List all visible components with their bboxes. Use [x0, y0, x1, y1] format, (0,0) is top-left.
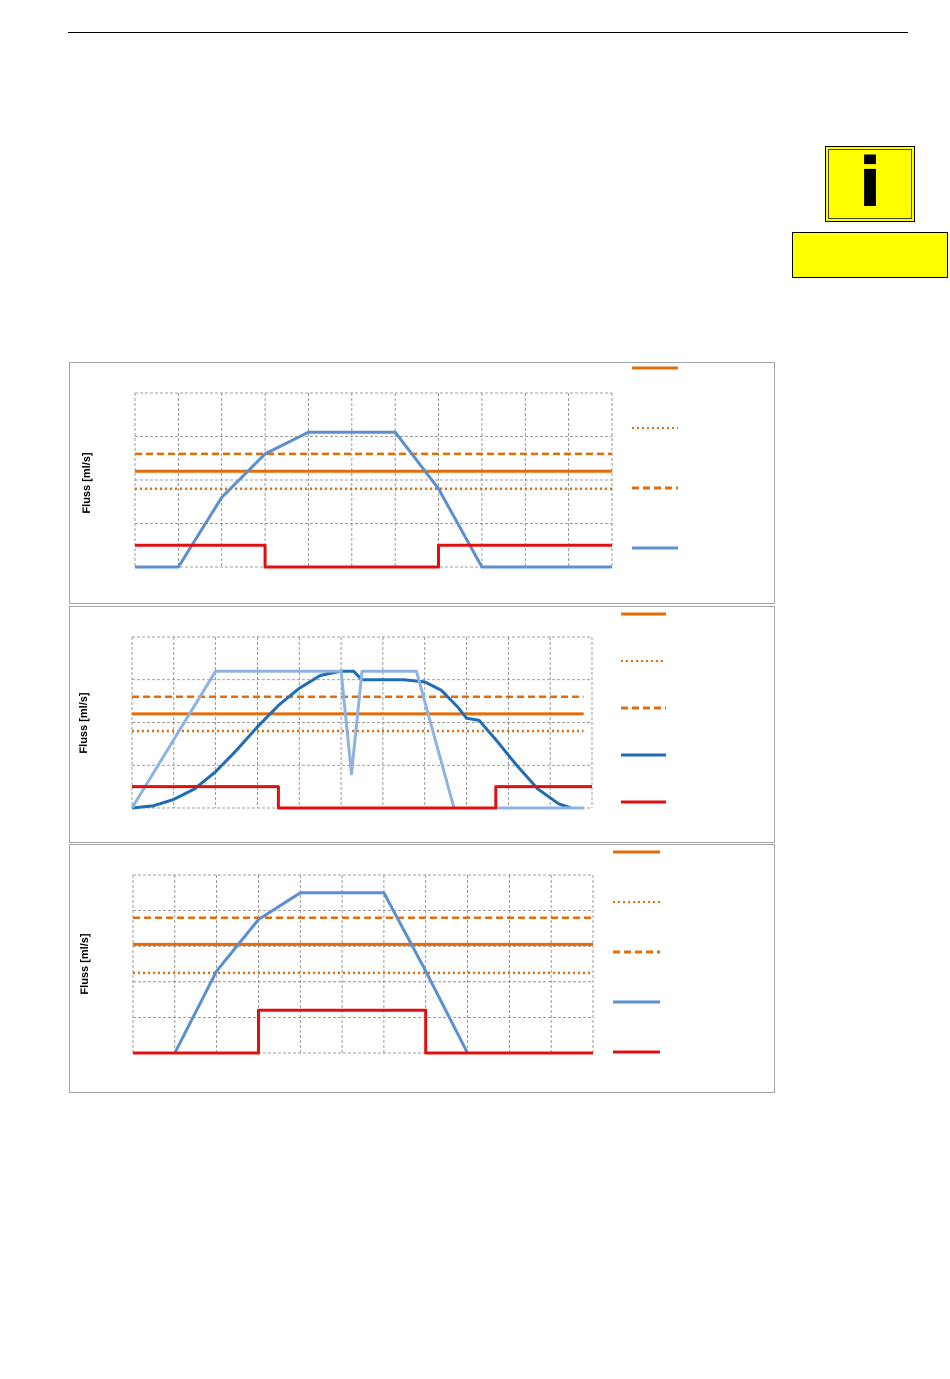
info-label-box — [792, 232, 948, 278]
info-icon: i — [858, 144, 882, 223]
series-line-6 — [132, 785, 592, 810]
series-line-4 — [135, 430, 612, 569]
y-axis-label: Fluss [ml/s] — [78, 692, 90, 753]
y-axis-label: Fluss [ml/s] — [79, 933, 91, 994]
grid — [134, 392, 613, 568]
chart-panel-1: Fluss [ml/s] — [69, 362, 775, 604]
chart-panel-3: Fluss [ml/s] — [69, 844, 775, 1093]
grid — [132, 874, 594, 1054]
series-line-5 — [130, 669, 584, 810]
chart-2-svg: Fluss [ml/s] — [78, 612, 666, 810]
info-badge: i — [825, 144, 915, 223]
chart-panel-2: Fluss [ml/s] — [69, 606, 775, 843]
chart-1-svg: Fluss [ml/s] — [81, 366, 678, 569]
chart-3-svg: Fluss [ml/s] — [79, 850, 660, 1055]
series-line-4 — [133, 891, 593, 1055]
grid — [131, 636, 593, 809]
series-line-5 — [135, 543, 612, 569]
series-line-5 — [133, 1008, 593, 1055]
header-rule — [68, 32, 908, 33]
y-axis-label: Fluss [ml/s] — [81, 452, 93, 513]
